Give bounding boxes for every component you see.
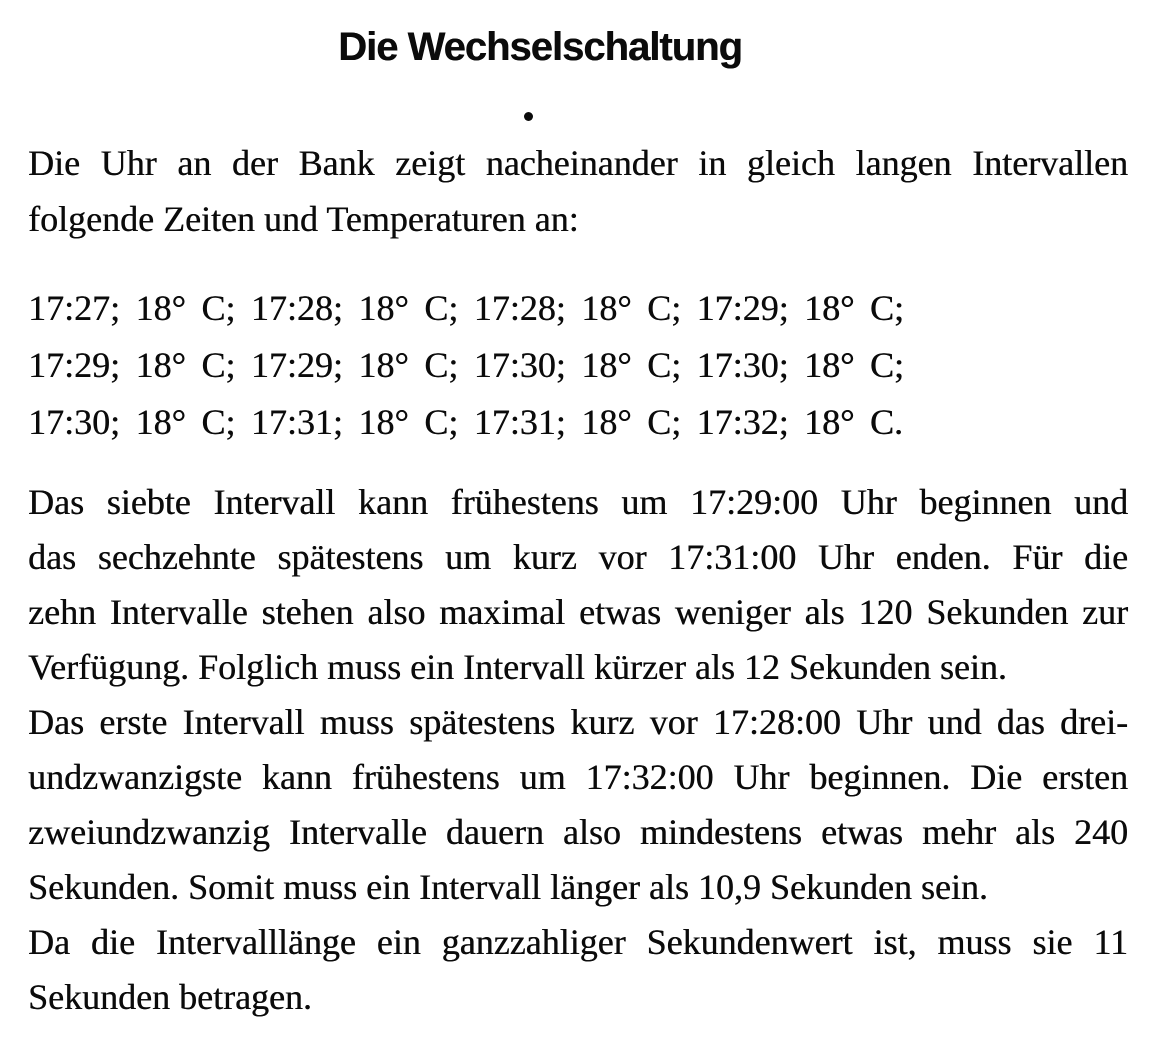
readings-line: 17:30; 18° C; 17:31; 18° C; 17:31; 18° C… (28, 402, 903, 442)
solution-line: zehn Intervalle stehen also maximal etwa… (28, 592, 1128, 632)
scanned-page: Die Wechselschaltung Die Uhr an der Bank… (0, 22, 1160, 1060)
page-title: Die Wechselschaltung (338, 25, 743, 69)
solution-line: Das siebte Intervall kann frühestens um … (28, 482, 1128, 522)
intro-line: Die Uhr an der Bank zeigt nacheinander i… (28, 143, 1128, 183)
title-separator-dot (523, 112, 533, 121)
solution-line: Sekunden. Somit muss ein Intervall länge… (28, 867, 988, 907)
solution-line: Verfügung. Folglich muss ein Intervall k… (28, 647, 1007, 687)
readings-line: 17:29; 18° C; 17:29; 18° C; 17:30; 18° C… (28, 345, 904, 385)
solution-text: Das siebte Intervall kann frühestens um … (28, 475, 1128, 1025)
solution-line: Das erste Intervall muss spätestens kurz… (28, 702, 1128, 742)
clock-readings-list: 17:27; 18° C; 17:28; 18° C; 17:28; 18° C… (28, 280, 1128, 451)
solution-line: das sechzehnte spätestens um kurz vor 17… (28, 537, 1128, 577)
readings-line: 17:27; 18° C; 17:28; 18° C; 17:28; 18° C… (28, 288, 904, 328)
solution-line: Sekunden betragen. (28, 977, 312, 1017)
solution-line: undzwanzigste kann frühestens um 17:32:0… (28, 757, 1128, 797)
intro-paragraph: Die Uhr an der Bank zeigt nacheinander i… (28, 135, 1128, 247)
solution-line: Da die Intervalllänge ein ganzzahliger S… (28, 922, 1128, 962)
solution-line: zweiundzwanzig Intervalle dauern also mi… (28, 812, 1128, 852)
intro-line: folgende Zeiten und Temperaturen an: (28, 199, 579, 239)
